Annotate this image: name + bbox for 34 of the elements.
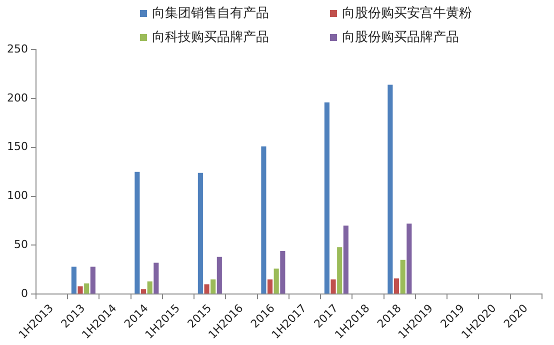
- legend-label: 向科技购买品牌产品: [152, 29, 269, 46]
- bar: [84, 283, 90, 294]
- y-tick-label: 50: [14, 238, 28, 252]
- bar: [337, 247, 342, 294]
- bar: [267, 279, 273, 294]
- bar: [198, 172, 203, 294]
- bar: [400, 260, 406, 294]
- bar: [216, 256, 222, 294]
- legend-label: 向股份购买品牌产品: [342, 29, 459, 46]
- bar: [204, 284, 210, 294]
- legend-label: 向集团销售自有产品: [152, 5, 269, 22]
- bar: [330, 279, 336, 294]
- bar: [280, 251, 286, 294]
- bar: [274, 268, 279, 294]
- bar: [147, 281, 152, 294]
- bar: [140, 289, 146, 294]
- bar: [210, 279, 216, 294]
- bar: [324, 102, 330, 294]
- bar: [406, 224, 412, 294]
- y-tick-label: 0: [20, 286, 28, 300]
- bar: [261, 146, 266, 294]
- y-tick-label: 150: [6, 140, 28, 154]
- bar: [71, 266, 76, 294]
- bar: [90, 266, 96, 294]
- y-tick-label: 250: [6, 42, 28, 56]
- y-tick-label: 200: [6, 91, 28, 104]
- y-tick-label: 100: [6, 189, 28, 202]
- bar: [134, 172, 140, 294]
- bar: [154, 262, 159, 294]
- bar: [78, 286, 83, 294]
- legend-label: 向股份购买安宫牛黄粉: [342, 5, 472, 22]
- bar: [343, 226, 348, 294]
- bar: [394, 278, 400, 294]
- bar: [388, 84, 393, 294]
